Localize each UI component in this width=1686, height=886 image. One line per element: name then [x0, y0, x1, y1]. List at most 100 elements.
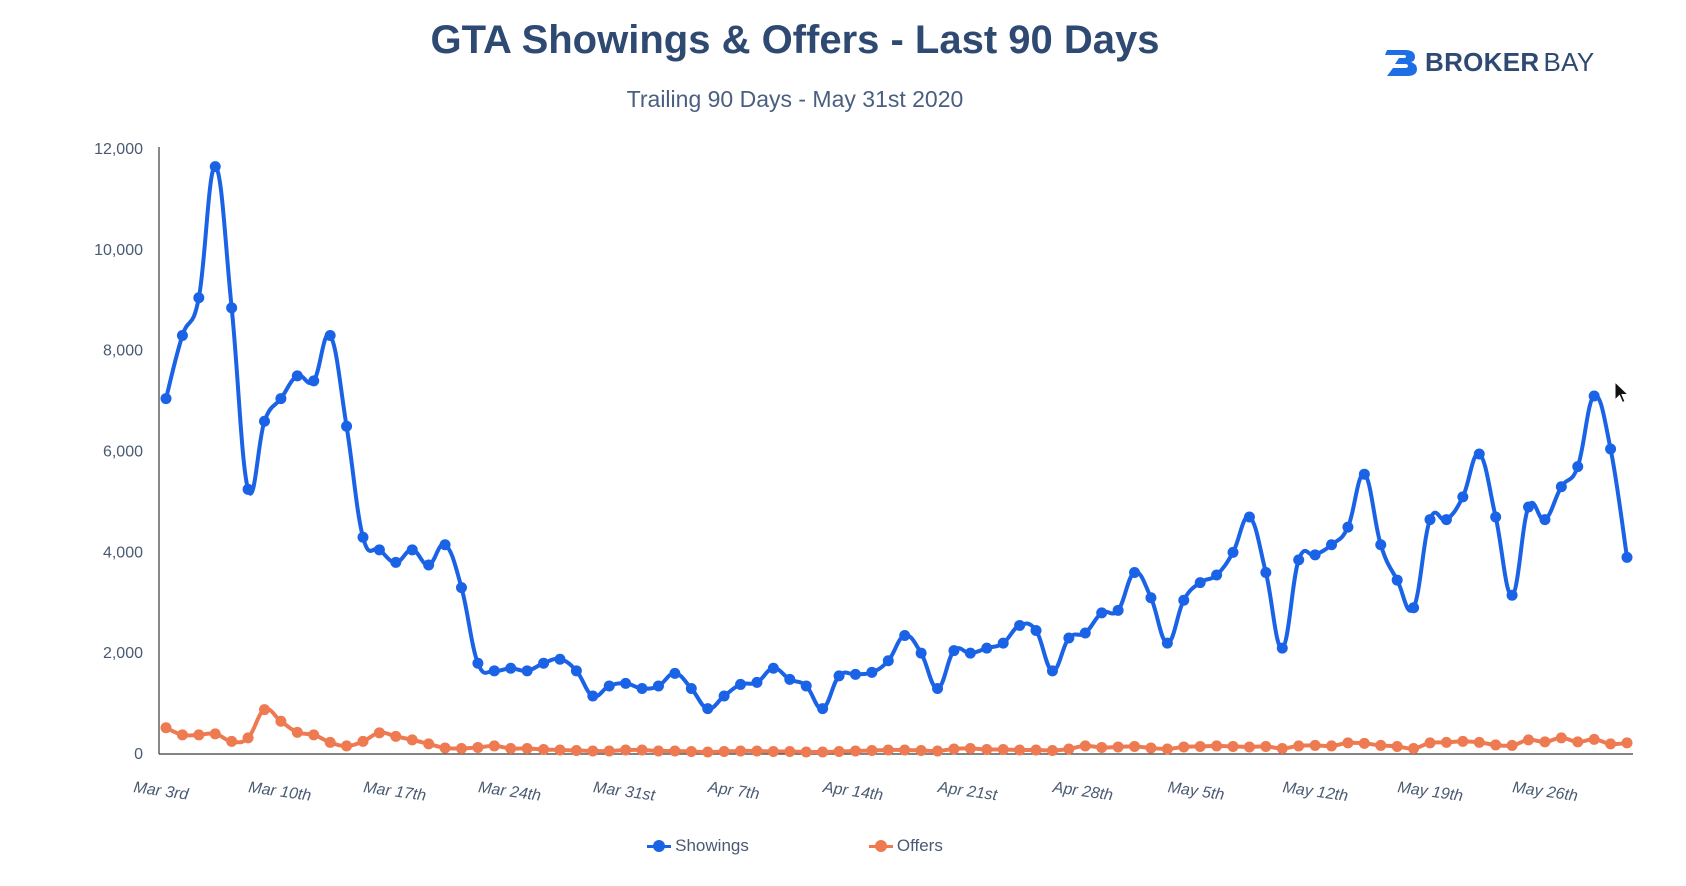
data-point-showings [751, 676, 763, 688]
data-point-showings [948, 645, 960, 657]
data-point-offers [488, 740, 500, 752]
data-point-offers [242, 732, 254, 744]
data-point-showings [1408, 602, 1420, 614]
x-tick-label: Mar 3rd [132, 779, 190, 804]
data-point-offers [735, 745, 747, 757]
x-tick-label: Mar 31st [592, 779, 657, 805]
data-point-offers [1605, 738, 1617, 750]
y-tick-label: 6,000 [103, 444, 143, 461]
data-point-showings [718, 690, 730, 702]
series-showings [160, 161, 1633, 715]
data-point-offers [1440, 736, 1452, 748]
data-point-showings [505, 662, 517, 674]
data-point-offers [455, 742, 467, 754]
data-point-showings [258, 415, 270, 427]
data-point-offers [669, 745, 681, 757]
data-point-offers [915, 744, 927, 756]
x-tick-label: Mar 10th [247, 779, 312, 805]
series-offers [160, 704, 1633, 758]
data-point-offers [1342, 737, 1354, 749]
data-point-offers [1161, 743, 1173, 755]
data-point-showings [1473, 448, 1485, 460]
legend-label-offers: Offers [896, 836, 943, 855]
data-point-showings [1342, 521, 1354, 533]
data-point-offers [603, 745, 615, 757]
chart-series [160, 161, 1633, 758]
x-tick-label: Apr 28th [1051, 779, 1114, 804]
data-point-showings [800, 680, 812, 692]
data-point-offers [160, 722, 172, 734]
data-point-offers [817, 746, 829, 758]
brand-name-bold: BROKER [1425, 46, 1540, 77]
data-point-offers [1129, 740, 1141, 752]
data-point-offers [1079, 740, 1091, 752]
data-point-offers [554, 744, 566, 756]
data-point-showings [423, 559, 435, 571]
data-point-offers [357, 735, 369, 747]
data-point-offers [636, 744, 648, 756]
y-tick-label: 0 [134, 746, 143, 763]
data-point-showings [324, 330, 336, 342]
data-point-offers [1030, 744, 1042, 756]
data-point-showings [308, 375, 320, 387]
data-point-offers [849, 745, 861, 757]
data-point-offers [423, 738, 435, 750]
data-point-offers [505, 742, 517, 754]
x-axis: Mar 3rd Mar 10th Mar 17th Mar 24th Mar 31st A… [132, 753, 1633, 805]
data-point-offers [866, 744, 878, 756]
data-point-offers [751, 745, 763, 757]
data-point-offers [1391, 740, 1403, 752]
data-point-offers [308, 729, 320, 741]
data-point-showings [1145, 592, 1157, 604]
y-tick-label: 2,000 [103, 645, 143, 662]
data-point-offers [620, 744, 632, 756]
data-point-offers [390, 730, 402, 742]
y-axis: 0 2,000 4,000 6,000 8,000 10,000 12,000 [94, 141, 160, 763]
data-point-showings [373, 544, 385, 556]
y-tick-label: 10,000 [94, 242, 143, 259]
data-point-offers [718, 745, 730, 757]
x-tick-label: Apr 7th [706, 779, 761, 803]
data-point-offers [1408, 742, 1420, 754]
data-point-showings [997, 637, 1009, 649]
data-point-offers [1227, 740, 1239, 752]
data-point-showings [882, 655, 894, 667]
series-line-showings [164, 164, 1629, 711]
data-point-showings [488, 665, 500, 677]
data-point-showings [1424, 514, 1436, 526]
data-point-showings [1211, 569, 1223, 581]
data-point-offers [1194, 740, 1206, 752]
data-point-showings [538, 657, 550, 669]
data-point-offers [1555, 732, 1567, 744]
data-point-offers [948, 743, 960, 755]
data-point-offers [1506, 739, 1518, 751]
data-point-showings [636, 682, 648, 694]
data-point-showings [1046, 665, 1058, 677]
data-point-showings [1375, 539, 1387, 551]
data-point-showings [817, 703, 829, 715]
legend-item-offers[interactable]: Offers [868, 836, 943, 856]
data-point-showings [603, 680, 615, 692]
data-point-offers [1539, 736, 1551, 748]
data-point-offers [1178, 741, 1190, 753]
data-point-offers [587, 745, 599, 757]
data-point-offers [1621, 737, 1633, 749]
data-point-showings [1129, 567, 1141, 578]
data-point-showings [1490, 511, 1502, 523]
data-point-offers [685, 745, 697, 757]
data-point-showings [357, 531, 369, 543]
y-tick-label: 12,000 [94, 141, 143, 158]
data-point-showings [735, 678, 747, 690]
data-point-showings [899, 630, 911, 642]
data-point-showings [1276, 642, 1288, 654]
data-point-showings [685, 682, 697, 694]
data-point-showings [1605, 443, 1617, 455]
data-point-showings [193, 292, 205, 304]
data-point-offers [1358, 737, 1370, 749]
data-point-showings [915, 647, 927, 659]
legend-item-showings[interactable]: Showings [647, 836, 749, 856]
data-point-showings [1030, 624, 1042, 636]
data-point-showings [1063, 632, 1075, 644]
data-point-showings [833, 670, 845, 682]
